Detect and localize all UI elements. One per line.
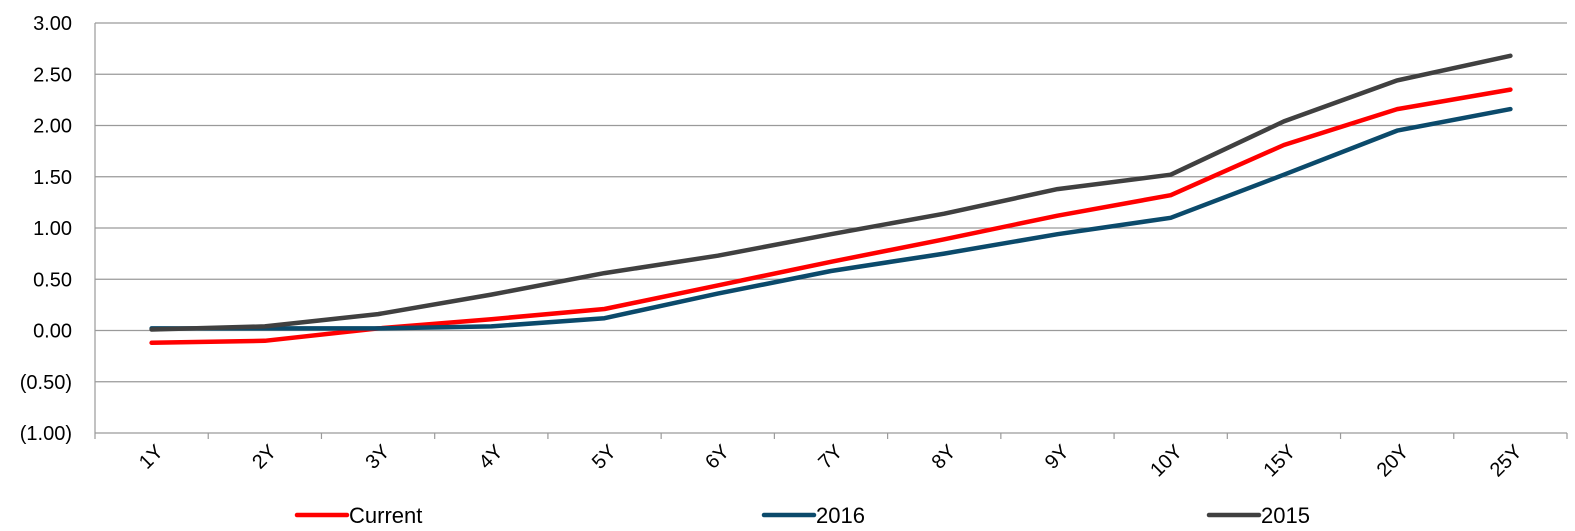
x-tick-label: 7Y (814, 441, 847, 474)
legend-label: 2015 (1261, 503, 1310, 526)
y-tick-label: (0.50) (20, 372, 72, 394)
x-tick-label: 4Y (475, 441, 508, 474)
legend-label: Current (349, 503, 422, 526)
y-axis-ticks: 3.00 2.50 2.00 1.50 1.00 0.50 0.00 (0.50) (1.00) (20, 13, 72, 445)
y-tick-label: 2.50 (33, 64, 72, 86)
series-lines (149, 53, 1513, 346)
series-line-2016 (149, 106, 1513, 331)
x-tick-label: 2Y (248, 441, 281, 474)
legend-label: 2016 (816, 503, 865, 526)
x-tick-label: 25Y (1486, 441, 1527, 482)
legend-item-2015: 2015 (1206, 503, 1310, 528)
x-tick-label: 10Y (1146, 441, 1187, 482)
x-tick-label: 5Y (588, 441, 621, 474)
y-tick-label: (1.00) (20, 423, 72, 445)
x-tick-label: 6Y (701, 441, 734, 474)
legend-item-current: Current (294, 503, 422, 528)
x-tick-label: 1Y (135, 441, 168, 474)
y-tick-label: 0.50 (33, 269, 72, 291)
legend-item-2016: 2016 (761, 503, 865, 528)
y-tick-label: 1.50 (33, 167, 72, 189)
gridlines (95, 22, 1567, 434)
y-tick-label: 2.00 (33, 116, 72, 138)
y-tick-label: 0.00 (33, 321, 72, 343)
x-tick-label: 15Y (1259, 441, 1300, 482)
x-axis-ticks: 1Y 2Y 3Y 4Y 5Y 6Y 7Y 8Y 9Y 10Y 15Y 20Y 25Y (94, 433, 1568, 482)
x-tick-label: 8Y (928, 441, 961, 474)
y-tick-label: 1.00 (33, 218, 72, 240)
legend: Current 2016 2015 (294, 503, 1310, 528)
y-tick-label: 3.00 (33, 13, 72, 35)
x-tick-label: 20Y (1373, 441, 1414, 482)
x-tick-label: 9Y (1041, 441, 1074, 474)
x-tick-label: 3Y (361, 441, 394, 474)
series-line-current (149, 87, 1513, 346)
series-line-2015 (149, 53, 1513, 332)
